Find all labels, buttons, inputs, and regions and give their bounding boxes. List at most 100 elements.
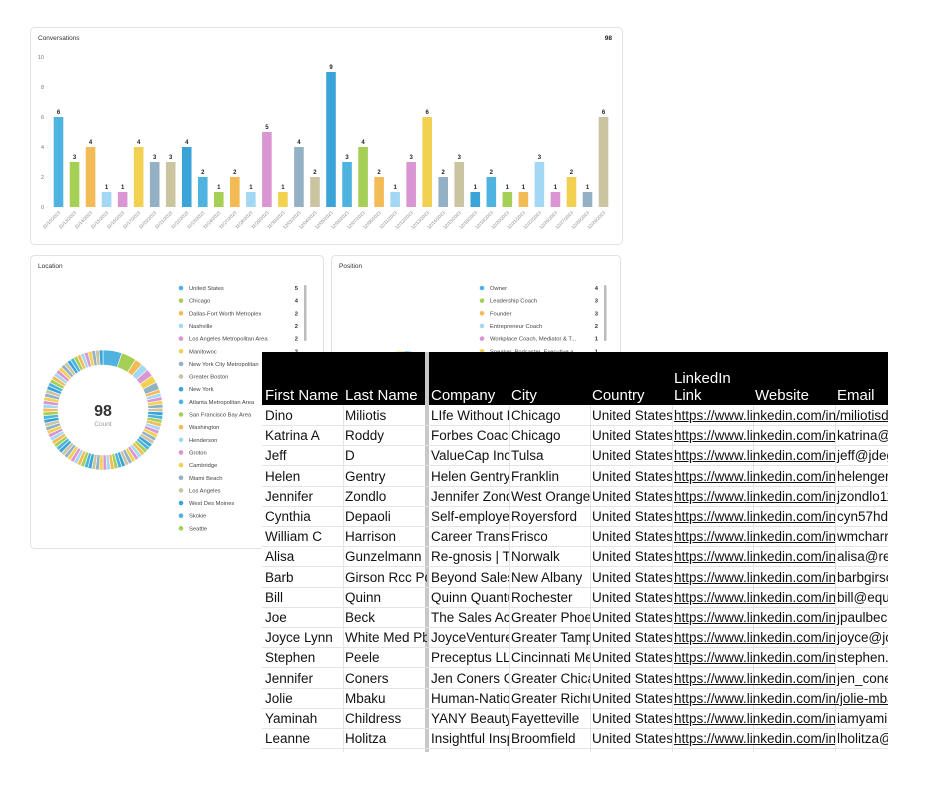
y-tick-label: 6 (41, 115, 44, 121)
bar (214, 192, 224, 207)
cell: Helen Gentry ( (431, 468, 509, 484)
cell: Stephen (265, 650, 316, 666)
grid-line (672, 405, 673, 752)
legend-count: 2 (295, 337, 298, 343)
legend-count: 2 (295, 324, 298, 330)
value-label: 4 (297, 140, 301, 146)
cell: Fayetteville (511, 711, 580, 726)
legend-dot (178, 462, 184, 468)
cell: ValueCap Inc. (431, 448, 509, 464)
cell: White Med Pb (345, 630, 427, 646)
legend-dot (178, 336, 184, 341)
row-line (262, 606, 888, 608)
legend-dot (479, 311, 485, 316)
legend-label: West Des Moines (189, 501, 234, 507)
cell: United States (592, 711, 672, 726)
bar (374, 177, 384, 207)
cell: alisa@re- (837, 549, 888, 565)
legend-label: Chicago (189, 299, 210, 305)
legend-dot (178, 437, 184, 443)
value-label: 3 (153, 155, 157, 161)
value-label: 1 (217, 185, 221, 191)
bar (358, 147, 368, 207)
y-tick-label: 4 (41, 145, 44, 151)
legend-label: Manitowoc (189, 349, 217, 355)
row-line (262, 667, 888, 669)
bar (310, 177, 320, 207)
legend-label: Cambridge (189, 463, 217, 469)
row-line (262, 748, 888, 750)
column-header: Website (755, 387, 809, 404)
cell: cyn57hd( (837, 509, 888, 524)
row-line (262, 465, 888, 467)
cell: Preceptus LLC (431, 650, 509, 666)
cell: YANY Beauty (431, 711, 509, 726)
legend-label: Miami Beach (189, 476, 223, 482)
cell: Joyce Lynn (265, 630, 333, 646)
legend-label: Washington (189, 425, 219, 431)
cell: jpaulbeck (837, 610, 888, 625)
value-label: 3 (538, 155, 542, 161)
link-cell: https://www.linkedin.com/in (674, 529, 835, 545)
cell: Mbaku (345, 690, 386, 706)
legend-label: Owner (490, 286, 507, 292)
cell: Jolie (265, 690, 293, 706)
link-cell: https://www.linkedin.com/in (674, 509, 835, 524)
value-label: 4 (361, 140, 365, 146)
column-header: Company (431, 387, 496, 404)
cell: Chicago (511, 428, 561, 444)
legend-label: United States (189, 286, 224, 292)
scrollbar (304, 285, 307, 341)
cell: United States (592, 589, 672, 605)
column-header: LinkedIn Link (674, 370, 731, 404)
value-label: 1 (121, 185, 125, 191)
legend-dot (178, 361, 184, 367)
link-cell: https://www.linkedin.com/in (674, 448, 835, 464)
cell: United States (592, 650, 672, 666)
divider (425, 352, 429, 752)
cell: Miliotis (345, 408, 387, 423)
cell: Barb (265, 569, 294, 585)
cell: Childress (345, 711, 402, 726)
legend-dot (178, 526, 184, 531)
column-header: First Name (265, 387, 339, 404)
value-label: 1 (586, 185, 590, 191)
cell: JoyceVentures (431, 630, 509, 646)
cell: Gentry (345, 468, 386, 484)
card-title: Conversations (38, 35, 80, 42)
cell: Joe (265, 610, 287, 625)
grid-line (343, 405, 344, 752)
cell: katrina@ (837, 428, 888, 444)
cell: Human-Nation (431, 690, 509, 706)
bar (165, 162, 176, 207)
link-cell: https://www.linkedin.com/in (674, 569, 835, 585)
grid-line (835, 405, 836, 752)
cell: jen_cone (837, 670, 888, 686)
value-label: 4 (89, 140, 93, 146)
cell: helengen (837, 468, 888, 484)
row-line (262, 546, 888, 548)
cell: United States (592, 428, 672, 444)
cell: Girson Rcc Pcc (345, 569, 427, 585)
link-cell: https://www.linkedin.com/in (674, 589, 835, 605)
cell: Re-gnosis | Th (431, 549, 509, 565)
cell: William C (265, 529, 322, 545)
legend-dot (178, 285, 184, 291)
cell: jeff@jdeg (837, 448, 888, 464)
link-cell: https://www.linkedin.com/in/miliotisd (674, 408, 888, 423)
legend-label: Skokie (189, 514, 206, 520)
cell: Bill (265, 589, 284, 605)
bar (582, 192, 593, 207)
bar (85, 147, 96, 207)
bar (69, 162, 80, 207)
bar (101, 192, 112, 207)
link-cell: https://www.linkedin.com/in (674, 731, 835, 747)
cell: lholitza@ (837, 731, 888, 747)
cell: West Orange (511, 488, 590, 504)
cell: Beck (345, 610, 376, 625)
legend-label: Founder (490, 311, 512, 317)
row-line (262, 505, 888, 507)
cell: wmcharr (837, 529, 888, 545)
cell: D (345, 448, 355, 464)
row-line (262, 627, 888, 628)
